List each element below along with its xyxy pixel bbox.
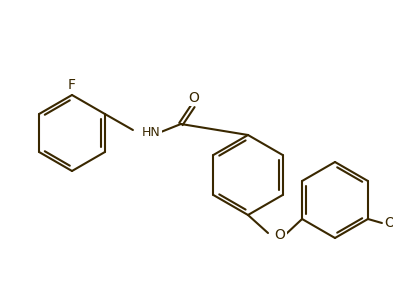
Text: O: O	[189, 91, 199, 105]
Text: O: O	[275, 228, 285, 242]
Text: HN: HN	[141, 125, 160, 138]
Text: F: F	[68, 78, 76, 92]
Text: O: O	[384, 216, 393, 230]
